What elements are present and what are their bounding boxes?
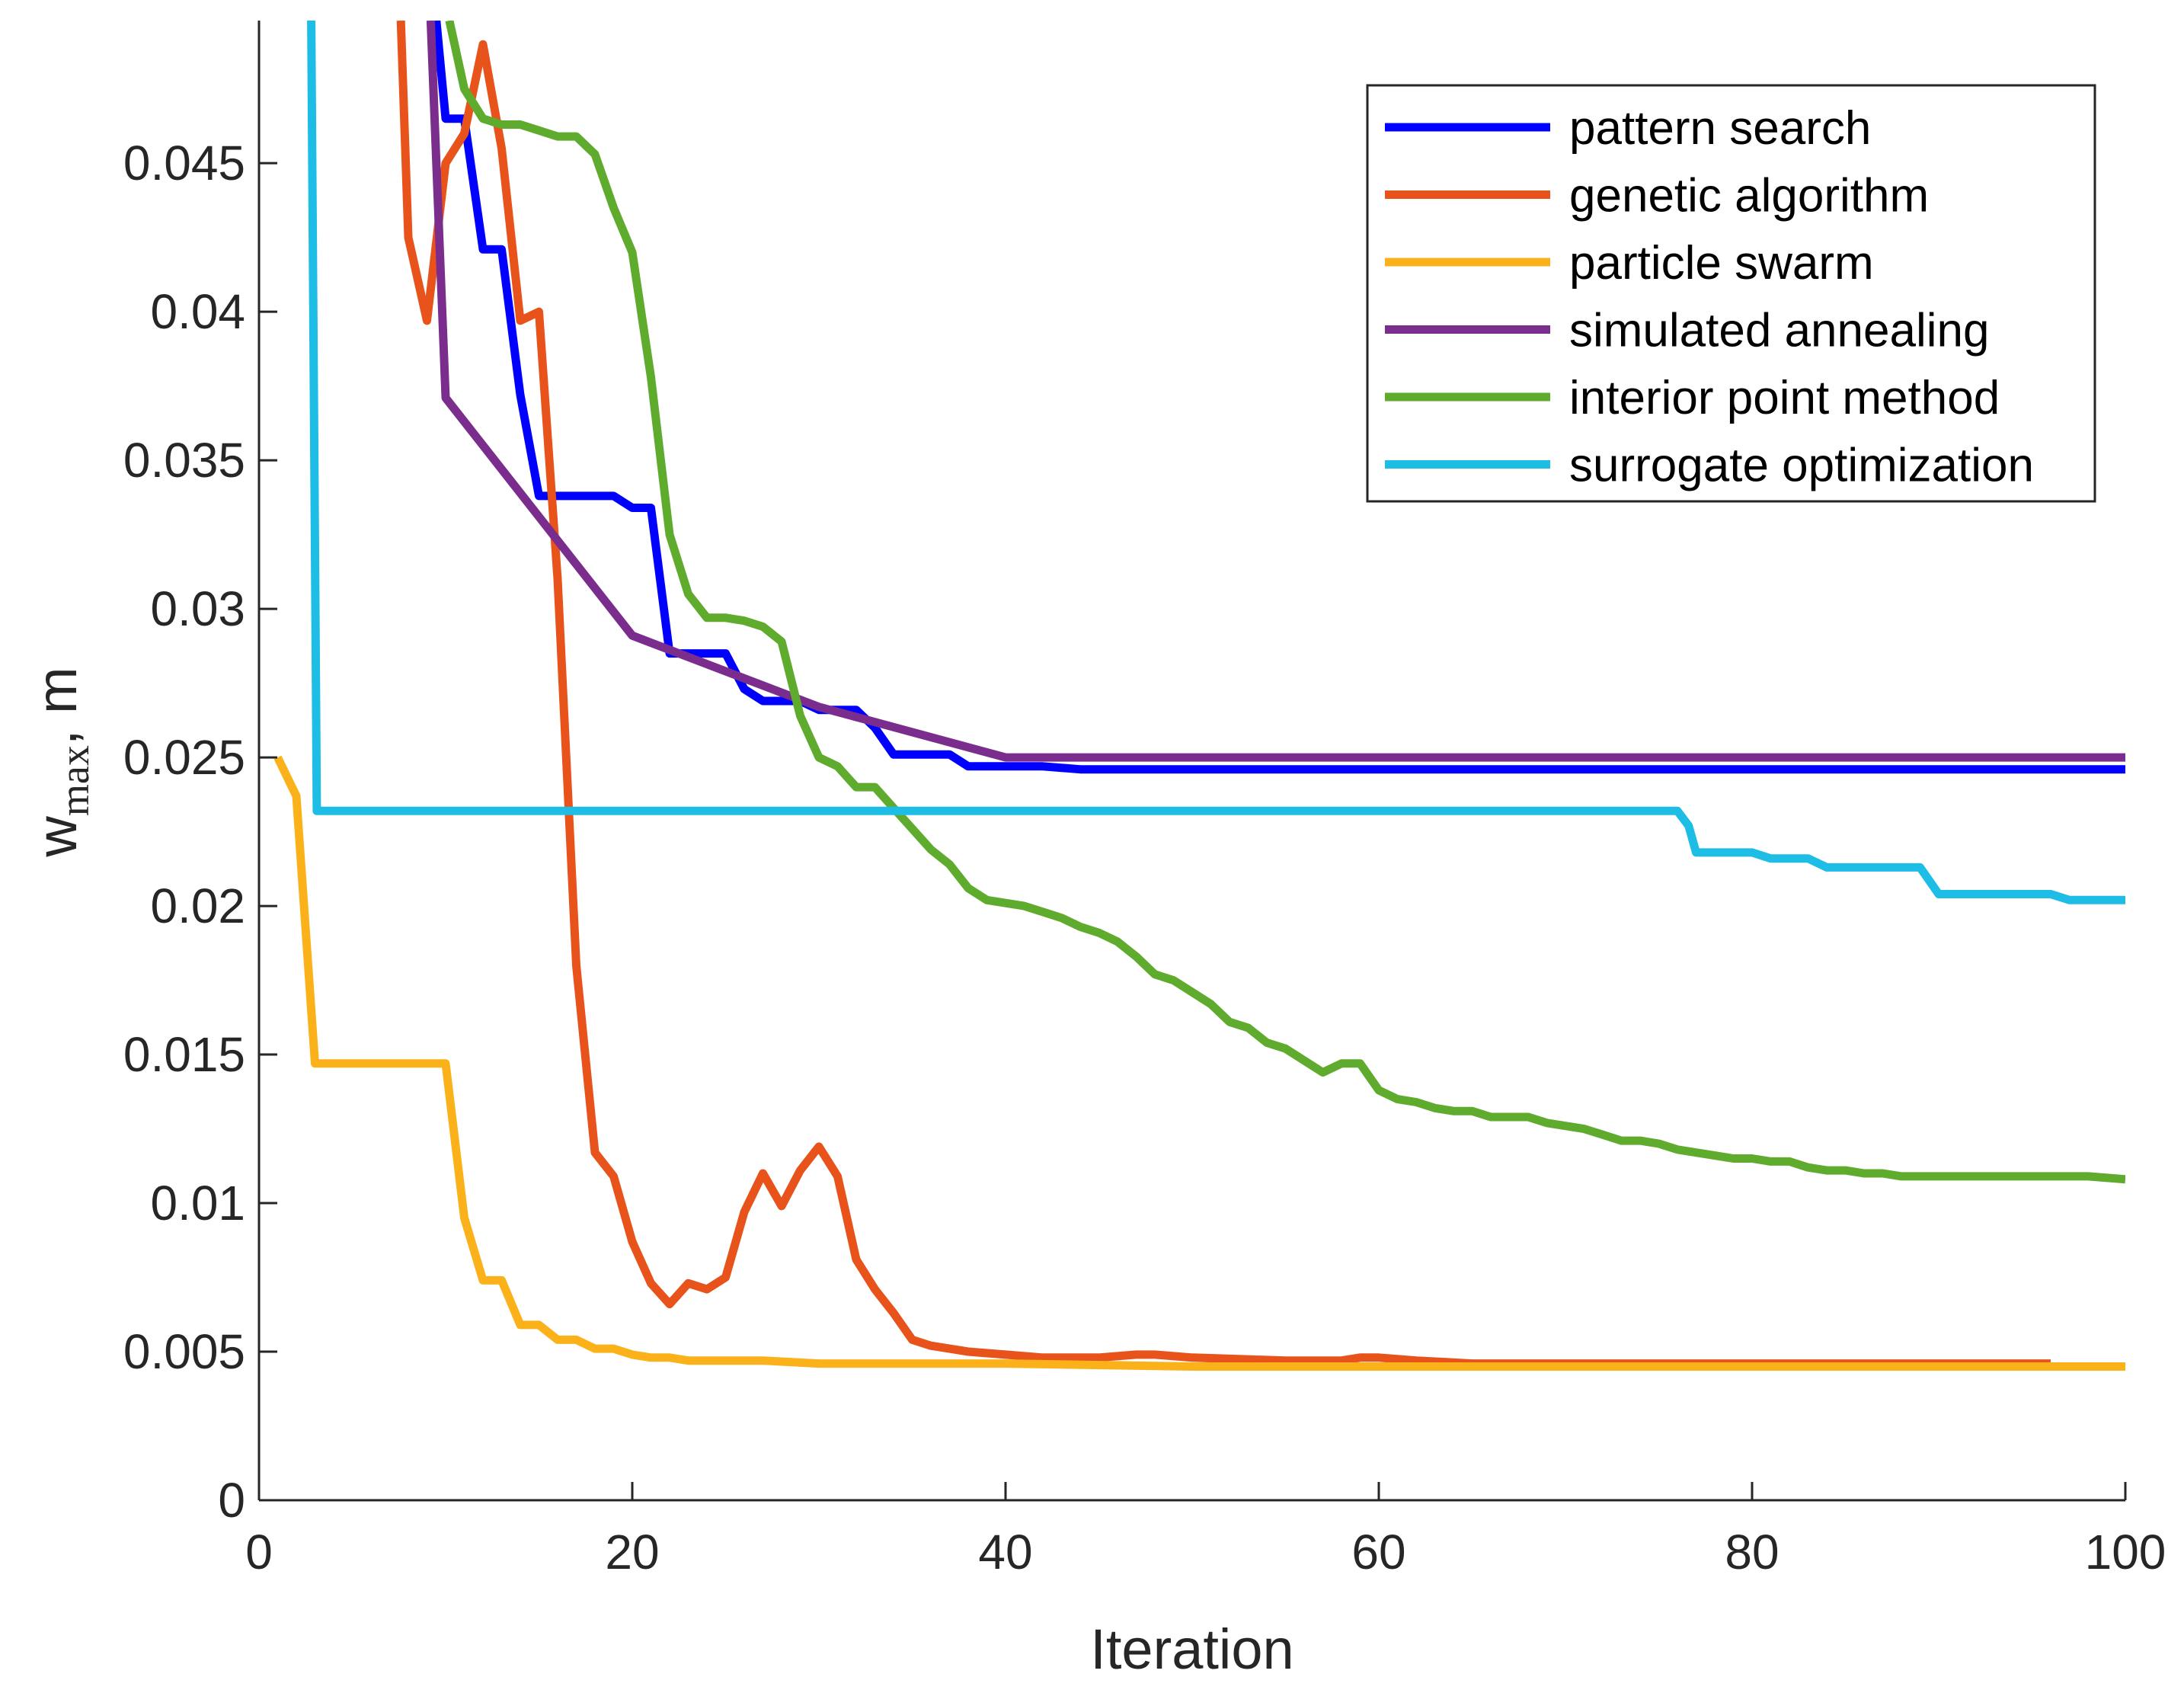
series-line-genetic-algorithm bbox=[396, 21, 2051, 1368]
y-tick-label: 0.005 bbox=[123, 1324, 245, 1379]
legend-label-particle-swarm: particle swarm bbox=[1569, 237, 1874, 290]
y-tick-label: 0.035 bbox=[123, 433, 245, 488]
y-tick-label: 0.04 bbox=[150, 284, 245, 339]
x-axis-title: Iteration bbox=[1090, 1618, 1293, 1681]
series-line-interior-point-method bbox=[445, 21, 2125, 1184]
y-tick-label: 0.02 bbox=[150, 879, 245, 933]
legend-label-surrogate-optimization: surrogate optimization bbox=[1569, 440, 2034, 492]
legend-box bbox=[1366, 84, 2096, 503]
y-tick-label: 0 bbox=[218, 1473, 245, 1528]
plot-area-series bbox=[273, 21, 2125, 1371]
legend-entries: pattern search genetic algorithm particle … bbox=[1385, 102, 2034, 492]
y-axis-title-main: w bbox=[25, 816, 88, 858]
y-tick-label: 0.045 bbox=[123, 136, 245, 190]
legend-label-interior-point-method: interior point method bbox=[1569, 372, 2000, 424]
series-line-simulated-annealing bbox=[426, 21, 2125, 762]
series-line-particle-swarm bbox=[273, 755, 2125, 1371]
legend-label-simulated-annealing: simulated annealing bbox=[1569, 305, 1990, 357]
legend-label-genetic-algorithm: genetic algorithm bbox=[1569, 170, 1929, 222]
y-axis-title-subscript: max bbox=[52, 745, 98, 816]
x-axis-ticks: 0 20 40 60 80 100 bbox=[245, 1482, 2166, 1579]
x-tick-label: 40 bbox=[978, 1525, 1032, 1579]
y-tick-label: 0.03 bbox=[150, 581, 245, 636]
x-tick-label: 80 bbox=[1725, 1525, 1779, 1579]
series-line-surrogate-optimization bbox=[307, 21, 2125, 904]
x-tick-label: 60 bbox=[1351, 1525, 1405, 1579]
legend: pattern search genetic algorithm particle … bbox=[1366, 84, 2096, 503]
x-tick-label: 0 bbox=[245, 1525, 273, 1579]
y-axis-title: wmax, m bbox=[25, 667, 98, 857]
y-tick-label: 0.015 bbox=[123, 1027, 245, 1082]
y-axis-ticks: 0 0.005 0.01 0.015 0.02 0.025 0.03 0.035 0.04 0.0… bbox=[123, 136, 277, 1528]
y-tick-label: 0.01 bbox=[150, 1176, 245, 1231]
y-tick-label: 0.025 bbox=[123, 730, 245, 785]
x-tick-label: 100 bbox=[2085, 1525, 2166, 1579]
x-tick-label: 20 bbox=[605, 1525, 659, 1579]
legend-label-pattern-search: pattern search bbox=[1569, 102, 1871, 155]
y-axis-title-suffix: , m bbox=[25, 667, 88, 745]
